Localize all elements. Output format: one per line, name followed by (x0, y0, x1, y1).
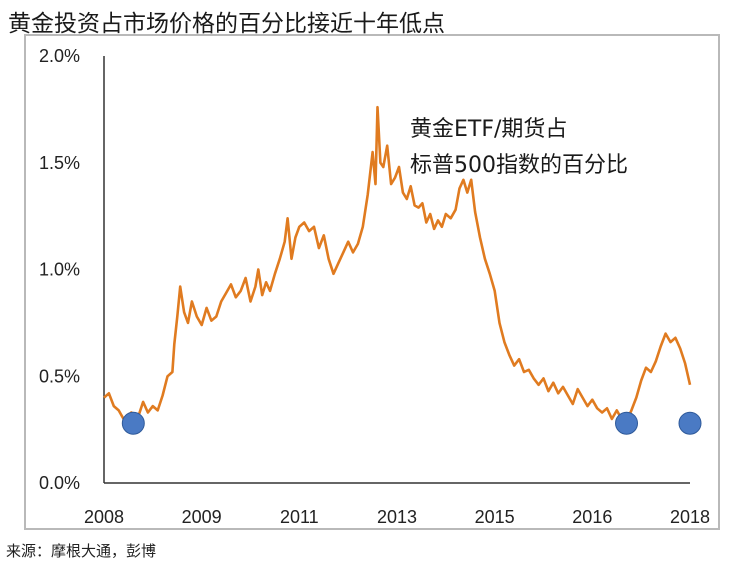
low-point-markers (121, 411, 702, 435)
source-note: 来源：摩根大通，彭博 (6, 542, 157, 560)
low-point-marker (678, 411, 702, 435)
annotation-line-2: 标普500指数的百分比 (410, 153, 628, 178)
x-tick-label: 2015 (475, 507, 515, 527)
series-line (103, 105, 692, 423)
annotation-line-1: 黄金ETF/期货占 (410, 117, 567, 142)
x-tick-label: 2009 (182, 507, 222, 527)
y-tick-label: 1.5% (39, 153, 80, 173)
x-tick-label: 2013 (377, 507, 417, 527)
y-tick-label: 2.0% (39, 46, 80, 66)
y-tick-labels: 0.0% 0.5% 1.0% 1.5% 2.0% (39, 46, 80, 493)
x-tick-labels: 2008 2009 2011 2013 2015 2016 2018 (84, 507, 710, 527)
x-tick-label: 2016 (572, 507, 612, 527)
x-tick-label: 2011 (280, 507, 319, 527)
x-tick-label: 2018 (670, 507, 710, 527)
y-tick-label: 0.0% (39, 473, 80, 493)
chart-title: 黄金投资占市场价格的百分比接近十年低点 (8, 11, 445, 37)
x-tick-label: 2008 (84, 507, 124, 527)
low-point-marker (615, 411, 639, 435)
chart-frame (24, 34, 720, 530)
low-point-marker (121, 411, 145, 435)
y-tick-label: 0.5% (39, 366, 80, 386)
y-tick-label: 1.0% (39, 260, 80, 280)
